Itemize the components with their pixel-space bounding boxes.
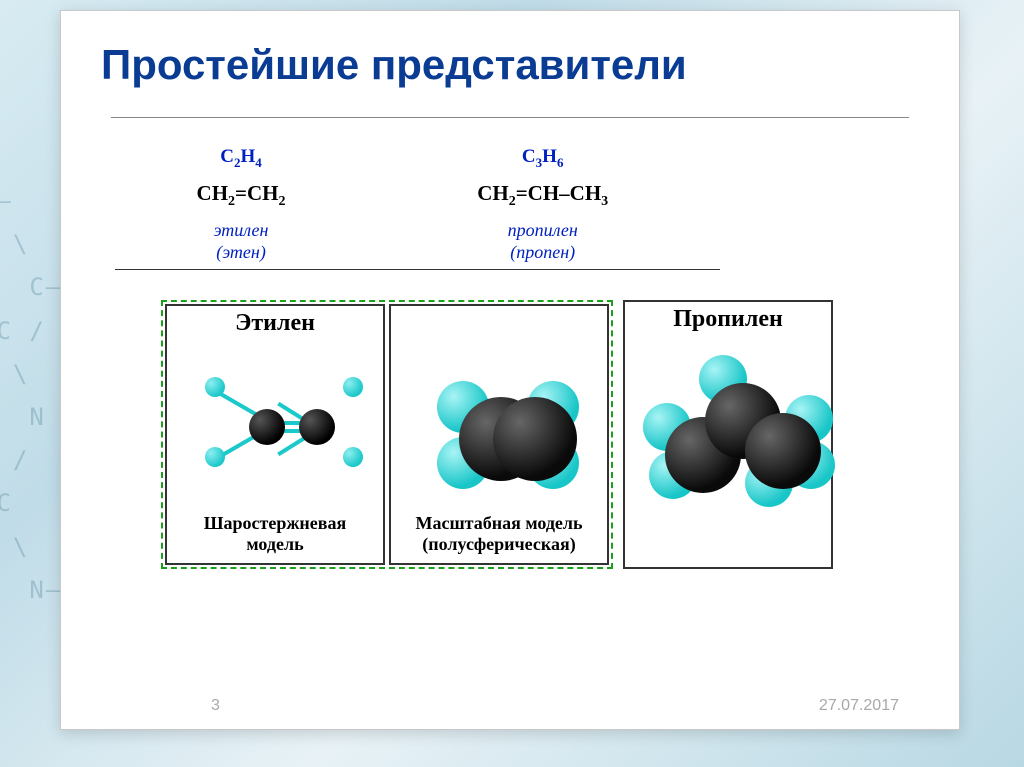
ethylene-spacefill-cell: Масштабная модель (полусферическая)	[389, 304, 609, 564]
page-number: 3	[211, 697, 220, 715]
background-decoration: N— \ C—HC / \ N /—C \ N—	[0, 180, 62, 612]
title-underline	[111, 117, 909, 118]
propylene-label: Пропилен	[631, 302, 825, 335]
slide-frame: Простейшие представители C2H4 C3H6 CH2=C…	[60, 10, 960, 730]
propylene-model-cell: Пропилен	[623, 300, 833, 568]
slide-footer: 3 27.07.2017	[61, 697, 959, 715]
formula-table: C2H4 C3H6 CH2=CH2 CH2=CH–CH3 этилен(этен…	[115, 140, 720, 270]
ethylene-structural-formula: CH2=CH2	[117, 177, 365, 214]
ethylene-ballstick-model	[173, 339, 377, 509]
ethylene-models-group: Этилен	[161, 300, 613, 568]
ethylene-label-blank	[397, 306, 601, 339]
ethylene-molecular-formula: C2H4	[117, 142, 365, 175]
models-row: Этилен	[161, 300, 919, 568]
slide-date: 27.07.2017	[819, 697, 899, 715]
propylene-molecular-formula: C3H6	[367, 142, 718, 175]
propylene-caption-blank	[631, 505, 825, 530]
propylene-structural-formula: CH2=CH–CH3	[367, 177, 718, 214]
ballstick-caption: Шаростержневая модель	[173, 509, 377, 554]
ethylene-spacefill-model	[397, 339, 601, 509]
propylene-spacefill-model	[631, 335, 825, 505]
slide-title: Простейшие представители	[101, 41, 919, 89]
propylene-name: пропилен(пропен)	[367, 216, 718, 267]
ethylene-ballstick-cell: Этилен	[165, 304, 385, 564]
ethylene-name: этилен(этен)	[117, 216, 365, 267]
ethylene-label: Этилен	[173, 306, 377, 339]
spacefill-caption: Масштабная модель (полусферическая)	[397, 509, 601, 554]
